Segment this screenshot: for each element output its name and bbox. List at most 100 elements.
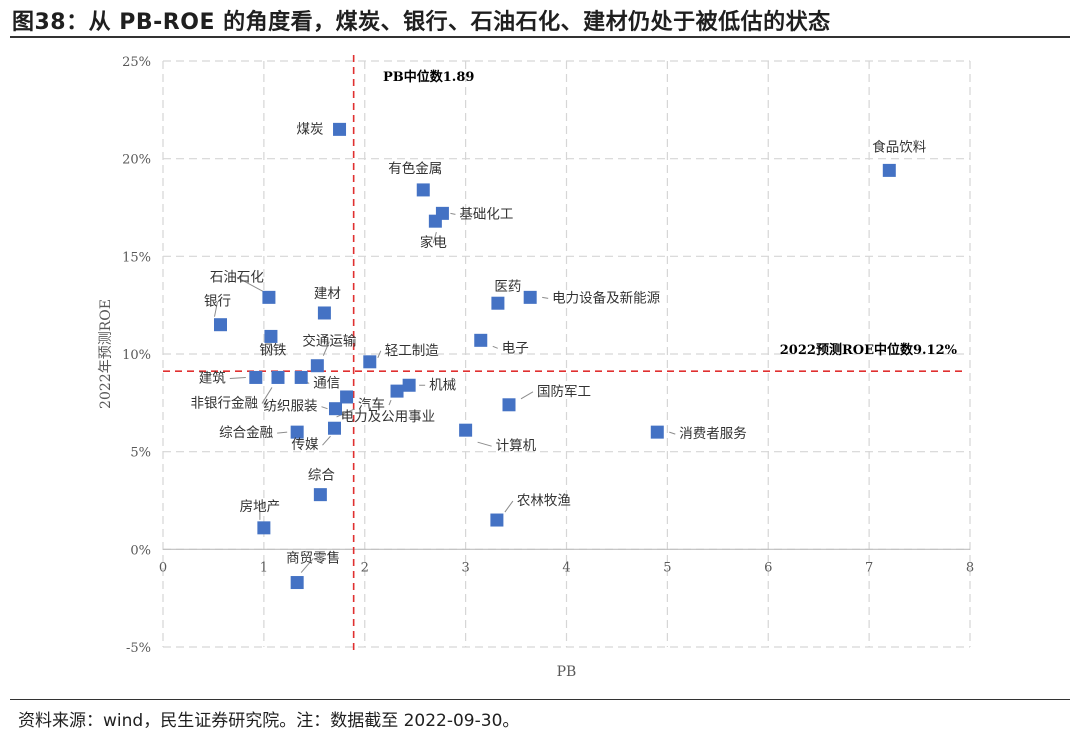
data-point-marker[interactable] <box>264 329 278 343</box>
leader-line <box>492 345 498 349</box>
leader-line <box>270 344 274 351</box>
data-point-marker[interactable] <box>271 370 285 384</box>
data-point-label: 电力及公用事业 <box>341 409 436 425</box>
x-tick-label: 8 <box>966 560 974 575</box>
data-point-marker[interactable] <box>328 402 342 416</box>
data-point-label: 轻工制造 <box>385 343 439 359</box>
data-point-marker[interactable] <box>310 359 324 373</box>
leader-line <box>321 406 328 410</box>
leader-line <box>277 431 288 434</box>
y-tick-label: 5% <box>130 446 151 461</box>
leader-line <box>388 399 392 406</box>
leader-line <box>300 558 314 573</box>
data-point-marker[interactable] <box>459 423 473 437</box>
data-point-label: 基础化工 <box>459 205 513 222</box>
data-point-label: 银行 <box>204 294 231 310</box>
data-point-marker[interactable] <box>340 390 354 404</box>
data-point-marker[interactable] <box>650 425 664 439</box>
data-point-marker[interactable] <box>523 290 537 304</box>
y-tick-label: 0% <box>130 543 151 558</box>
data-point-marker[interactable] <box>490 513 504 527</box>
data-point-marker[interactable] <box>317 306 331 320</box>
data-point-label: 食品饮料 <box>872 138 926 155</box>
data-point-marker[interactable] <box>416 183 430 197</box>
data-point-marker[interactable] <box>402 378 416 392</box>
data-point-marker[interactable] <box>213 318 227 332</box>
leader-line <box>336 408 355 418</box>
data-point-marker[interactable] <box>474 333 488 347</box>
data-point-label: 交通运输 <box>302 333 356 350</box>
data-point-label: 钢铁 <box>259 342 286 358</box>
data-point-marker[interactable] <box>290 576 304 590</box>
roe-median-label: 2022预测ROE中位数9.12% <box>780 342 958 358</box>
x-tick-label: 5 <box>663 560 671 575</box>
x-tick-label: 7 <box>865 560 873 575</box>
data-point-label: 通信 <box>313 375 340 391</box>
data-point-label: 综合 <box>308 468 335 484</box>
y-tick-label: 20% <box>122 153 151 168</box>
data-point-label: 消费者服务 <box>679 426 747 442</box>
data-point-marker[interactable] <box>294 370 308 384</box>
y-tick-label: -5% <box>126 641 151 656</box>
data-point-marker[interactable] <box>262 290 276 304</box>
data-point-marker[interactable] <box>257 521 271 535</box>
x-tick-label: 2 <box>361 560 369 575</box>
leader-line <box>432 232 437 244</box>
data-point-marker[interactable] <box>390 384 404 398</box>
pb-roe-scatter-chart: 0 1 2 3 4 5 6 7 8 -5% 0% 5% 10% 15% 20% 25% PB 2022年预测ROE… <box>98 55 974 680</box>
y-tick-label: 10% <box>122 348 151 363</box>
data-point-label: 房地产 <box>240 499 281 515</box>
data-point-marker[interactable] <box>327 421 341 435</box>
data-point-label: 商贸零售 <box>286 551 340 567</box>
data-point-label: 医药 <box>494 279 521 295</box>
x-tick-label: 1 <box>260 560 268 575</box>
x-tick-label: 6 <box>764 560 772 575</box>
leader-line <box>450 212 456 215</box>
source-note: 资料来源：wind，民生证券研究院。注：数据截至 2022-09-30。 <box>18 711 520 731</box>
data-point-marker[interactable] <box>313 488 327 502</box>
leader-line <box>229 376 246 379</box>
data-point-marker[interactable] <box>249 370 263 384</box>
data-point-label: 建筑 <box>199 370 226 386</box>
title-rule <box>10 36 1070 38</box>
data-point-label: 电力设备及新能源 <box>552 289 660 306</box>
y-tick-label: 25% <box>122 55 151 70</box>
data-point-label: 石油石化 <box>210 269 264 285</box>
data-point-label: 农林牧渔 <box>517 493 571 509</box>
leader-line <box>542 296 549 299</box>
data-point-marker[interactable] <box>491 296 505 310</box>
leader-line <box>214 301 218 317</box>
leader-line <box>322 435 331 446</box>
data-point-label: 传媒 <box>291 437 318 453</box>
data-point-marker[interactable] <box>428 214 442 228</box>
data-point-marker[interactable] <box>882 163 896 177</box>
data-point-label: 纺织服装 <box>263 399 317 415</box>
leader-line <box>504 500 514 513</box>
data-point-label: 机械 <box>429 377 456 393</box>
data-point-label: 建材 <box>314 286 341 302</box>
x-tick-label: 0 <box>159 560 167 575</box>
leader-line <box>669 431 676 435</box>
leader-line <box>520 391 534 400</box>
data-point-label: 综合金融 <box>219 425 273 441</box>
leader-line <box>236 276 264 292</box>
x-tick-label: 4 <box>562 560 570 575</box>
data-point-marker[interactable] <box>333 122 347 136</box>
data-point-label: 非银行金融 <box>190 395 258 411</box>
data-point-label: 国防军工 <box>537 384 591 400</box>
leader-line <box>261 387 273 404</box>
leader-line <box>477 441 492 447</box>
data-point-marker[interactable] <box>502 398 516 412</box>
leader-line <box>377 350 382 359</box>
data-point-label: 煤炭 <box>297 121 324 137</box>
data-point-marker[interactable] <box>363 355 377 369</box>
y-tick-label: 15% <box>122 250 151 265</box>
leader-line <box>322 341 330 356</box>
y-axis-title: 2022年预测ROE <box>98 299 114 409</box>
data-point-label: 家电 <box>420 234 447 251</box>
pb-median-label: PB中位数1.89 <box>383 69 474 85</box>
data-point-marker[interactable] <box>290 425 304 439</box>
data-point-label: 汽车 <box>358 396 385 413</box>
x-axis-title: PB <box>557 664 577 680</box>
figure-title: 图38：从 PB-ROE 的角度看，煤炭、银行、石油石化、建材仍处于被低估的状态 <box>12 10 831 35</box>
